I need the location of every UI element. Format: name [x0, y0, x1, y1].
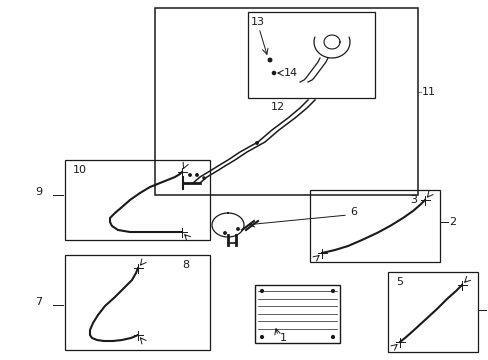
Text: 8: 8	[182, 260, 189, 270]
Bar	[247, 12, 374, 98]
Text: 3: 3	[409, 195, 416, 205]
Text: 4: 4	[486, 305, 488, 315]
Circle shape	[255, 142, 258, 144]
Bar	[254, 285, 339, 343]
Text: 11: 11	[421, 87, 435, 97]
Circle shape	[236, 228, 239, 230]
Bar	[155, 8, 417, 195]
Circle shape	[272, 71, 275, 75]
Circle shape	[188, 174, 191, 176]
Text: 9: 9	[35, 187, 42, 197]
Bar	[309, 190, 439, 262]
Bar	[387, 272, 477, 352]
Text: 5: 5	[395, 277, 402, 287]
Circle shape	[331, 289, 334, 292]
Circle shape	[260, 289, 263, 292]
Text: 1: 1	[280, 333, 286, 343]
Circle shape	[331, 336, 334, 338]
Text: 12: 12	[270, 102, 285, 112]
Text: 10: 10	[73, 165, 87, 175]
Text: 14: 14	[284, 68, 298, 78]
Bar	[65, 160, 209, 240]
Circle shape	[195, 174, 198, 176]
Text: 6: 6	[349, 207, 356, 217]
Circle shape	[203, 177, 204, 179]
Bar	[65, 255, 209, 350]
Circle shape	[260, 336, 263, 338]
Text: 7: 7	[35, 297, 42, 307]
Text: 13: 13	[250, 17, 264, 27]
Circle shape	[268, 58, 271, 62]
Text: 2: 2	[448, 217, 455, 227]
Circle shape	[224, 232, 226, 234]
